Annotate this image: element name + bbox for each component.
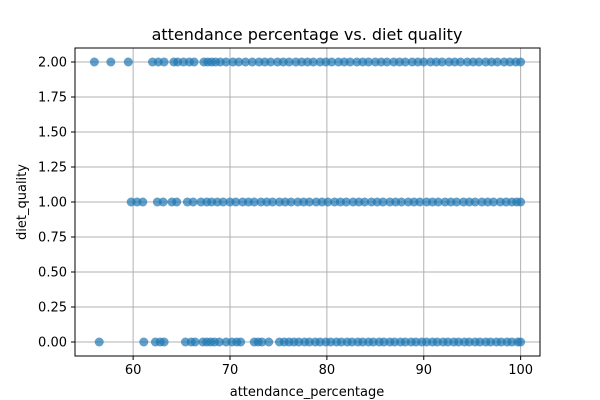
data-point bbox=[89, 57, 99, 67]
data-point bbox=[396, 197, 406, 207]
data-point bbox=[257, 337, 267, 347]
x-axis-label: attendance_percentage bbox=[230, 385, 385, 400]
data-point bbox=[360, 197, 370, 207]
data-point bbox=[189, 57, 199, 67]
data-point bbox=[378, 197, 388, 207]
data-point bbox=[345, 57, 355, 67]
data-point bbox=[190, 337, 200, 347]
data-point bbox=[382, 57, 392, 67]
y-tick-label: 1.75 bbox=[38, 91, 67, 106]
data-point bbox=[159, 337, 169, 347]
data-point bbox=[470, 197, 480, 207]
series-points bbox=[94, 337, 526, 347]
data-point bbox=[94, 337, 104, 347]
data-point bbox=[139, 337, 149, 347]
data-point bbox=[327, 57, 337, 67]
data-point bbox=[437, 57, 447, 67]
y-tick-label: 1.00 bbox=[38, 196, 67, 211]
series-points bbox=[126, 197, 526, 207]
x-tick-label: 100 bbox=[508, 363, 533, 378]
data-point bbox=[284, 57, 294, 67]
data-point bbox=[123, 57, 133, 67]
y-tick-label: 1.50 bbox=[38, 126, 67, 141]
data-point bbox=[286, 197, 296, 207]
x-tick-label: 70 bbox=[222, 363, 239, 378]
data-point bbox=[231, 197, 241, 207]
data-point bbox=[214, 337, 224, 347]
data-points bbox=[89, 57, 526, 347]
data-point bbox=[158, 197, 168, 207]
data-point bbox=[474, 57, 484, 67]
data-point bbox=[188, 197, 198, 207]
data-point bbox=[234, 57, 244, 67]
data-point bbox=[264, 337, 274, 347]
data-point bbox=[364, 57, 374, 67]
data-point bbox=[516, 337, 526, 347]
data-point bbox=[308, 57, 318, 67]
y-tick-label: 0.75 bbox=[38, 231, 67, 246]
y-tick-label: 2.00 bbox=[38, 56, 67, 71]
data-point bbox=[159, 57, 169, 67]
data-point bbox=[221, 57, 231, 67]
data-point bbox=[400, 57, 410, 67]
x-tick-label: 80 bbox=[319, 363, 336, 378]
y-axis-label: diet_quality bbox=[15, 164, 30, 240]
data-point bbox=[172, 197, 182, 207]
data-point bbox=[138, 197, 148, 207]
data-point bbox=[106, 57, 116, 67]
data-point bbox=[236, 337, 246, 347]
data-point bbox=[492, 57, 502, 67]
x-tick-label: 90 bbox=[415, 363, 432, 378]
data-point bbox=[218, 197, 228, 207]
data-point bbox=[266, 57, 276, 67]
data-point bbox=[268, 197, 278, 207]
x-tick-label: 60 bbox=[125, 363, 142, 378]
data-point bbox=[323, 197, 333, 207]
data-point bbox=[415, 197, 425, 207]
y-tick-label: 0.00 bbox=[38, 336, 67, 351]
series-points bbox=[89, 57, 526, 67]
data-point bbox=[456, 57, 466, 67]
data-point bbox=[247, 57, 257, 67]
data-point bbox=[304, 197, 314, 207]
data-point bbox=[489, 197, 498, 207]
data-point bbox=[249, 197, 259, 207]
y-tick-label: 0.50 bbox=[38, 266, 67, 281]
axis-ticks: 60 70 80 90 100 0.00 0.25 0.50 0.75 1.00 1.25 1.50 1… bbox=[38, 56, 533, 379]
data-point bbox=[419, 57, 429, 67]
data-point bbox=[452, 197, 462, 207]
chart-title: attendance percentage vs. diet quality bbox=[152, 25, 463, 44]
data-point bbox=[433, 197, 443, 207]
data-point bbox=[516, 197, 526, 207]
data-point bbox=[341, 197, 351, 207]
data-point bbox=[516, 57, 526, 67]
y-tick-label: 0.25 bbox=[38, 301, 67, 316]
data-point bbox=[241, 57, 250, 67]
y-tick-label: 1.25 bbox=[38, 161, 67, 176]
